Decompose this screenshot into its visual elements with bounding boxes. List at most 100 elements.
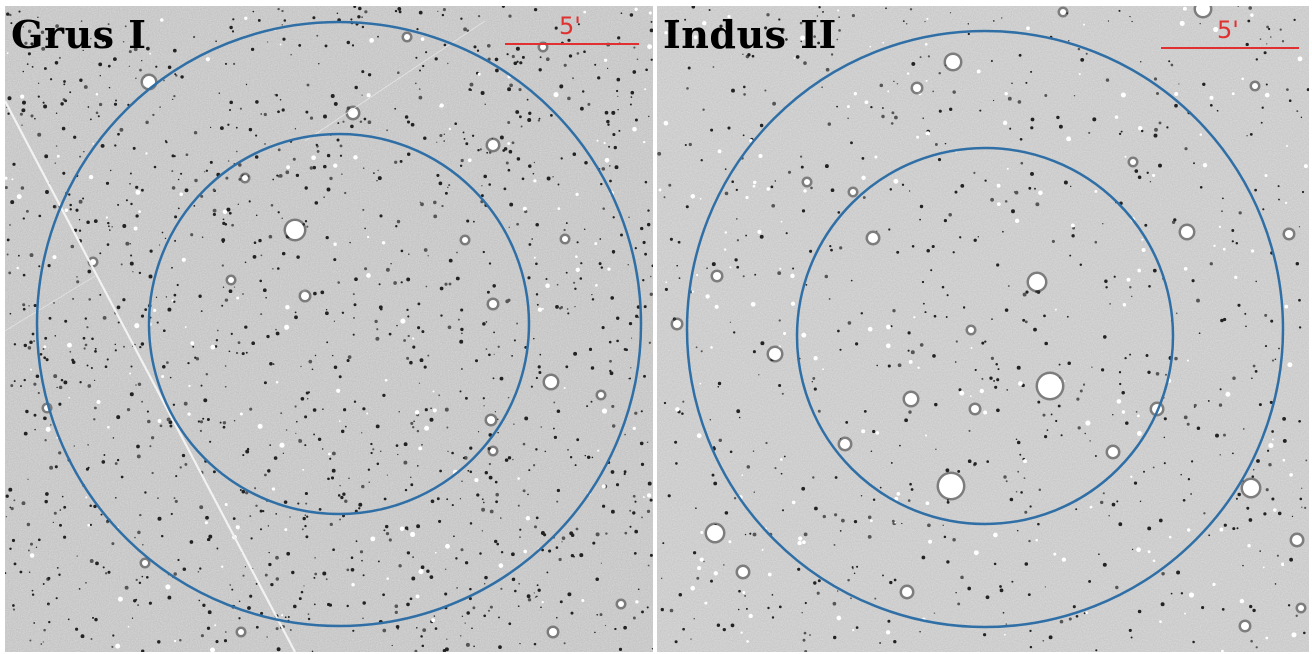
outer-circle <box>35 20 643 628</box>
dark-speck <box>511 552 515 557</box>
dark-speck <box>744 533 747 536</box>
dark-speck <box>386 129 388 132</box>
dark-speck <box>333 258 337 262</box>
dark-speck <box>781 509 785 512</box>
faint-star <box>432 390 435 393</box>
faint-star <box>916 135 920 139</box>
bright-star <box>1252 83 1258 89</box>
dark-speck <box>495 492 499 497</box>
dark-speck <box>384 524 389 529</box>
dark-speck <box>199 505 204 510</box>
dark-speck <box>173 300 176 304</box>
faint-star <box>1220 649 1224 652</box>
dark-speck <box>200 634 204 638</box>
dark-speck <box>128 50 132 54</box>
dark-speck <box>1033 327 1037 332</box>
dark-speck <box>650 58 653 61</box>
dark-speck <box>1102 562 1107 567</box>
dark-speck <box>887 619 891 623</box>
faint-star <box>875 431 880 435</box>
dark-speck <box>1020 161 1024 165</box>
faint-star <box>675 407 680 412</box>
faint-star <box>1018 381 1023 386</box>
dark-speck <box>101 39 105 43</box>
faint-star <box>67 342 72 348</box>
faint-star <box>996 202 1001 207</box>
dark-speck <box>678 277 681 279</box>
dark-speck <box>105 44 110 48</box>
dark-speck <box>1191 279 1195 283</box>
dark-speck <box>588 347 593 351</box>
dark-speck <box>556 488 561 493</box>
dark-speck <box>329 176 333 181</box>
dark-speck <box>239 107 242 110</box>
dark-speck <box>735 188 738 192</box>
dark-speck <box>996 378 1000 382</box>
dark-speck <box>926 249 930 253</box>
dark-speck <box>711 473 715 477</box>
dark-speck <box>1154 127 1158 132</box>
faint-star <box>553 92 559 98</box>
dark-speck <box>117 321 120 324</box>
faint-star <box>837 9 840 12</box>
dark-speck <box>462 131 465 134</box>
dark-speck <box>1282 438 1287 443</box>
dark-speck <box>103 454 106 456</box>
faint-star <box>187 412 191 416</box>
faint-star <box>699 557 704 562</box>
dark-speck <box>479 148 482 151</box>
faint-star <box>1179 20 1185 26</box>
dark-speck <box>483 614 487 618</box>
dark-speck <box>1019 453 1022 456</box>
dark-speck <box>612 251 615 254</box>
dark-speck <box>910 350 915 355</box>
dark-speck <box>480 194 484 198</box>
faint-star <box>1174 92 1179 96</box>
dark-speck <box>737 608 740 611</box>
bright-star <box>490 448 496 454</box>
dark-speck <box>1301 506 1303 508</box>
faint-star <box>601 408 608 414</box>
faint-star <box>133 226 138 231</box>
faint-star <box>311 155 316 161</box>
dark-speck <box>215 40 217 43</box>
dark-speck <box>628 216 630 218</box>
dark-speck <box>1237 6 1239 7</box>
dark-speck <box>832 635 837 640</box>
dark-speck <box>1303 631 1306 635</box>
dark-speck <box>235 150 238 153</box>
faint-star <box>279 442 285 448</box>
dark-speck <box>498 645 502 649</box>
dark-speck <box>646 222 651 227</box>
dark-speck <box>556 409 561 413</box>
dark-speck <box>703 560 705 563</box>
dark-speck <box>304 514 306 516</box>
faint-star <box>474 478 479 483</box>
dark-speck <box>139 345 142 349</box>
dark-speck <box>412 556 414 558</box>
dark-speck <box>6 238 10 242</box>
dark-speck <box>909 8 913 11</box>
dark-speck <box>362 574 365 577</box>
faint-star <box>1004 91 1008 96</box>
dark-speck <box>1248 518 1253 522</box>
dark-speck <box>174 499 178 503</box>
dark-speck <box>611 404 615 408</box>
dark-speck <box>746 465 751 469</box>
dark-speck <box>553 401 556 404</box>
dark-speck <box>1265 488 1269 492</box>
dark-speck <box>1219 454 1221 456</box>
dark-speck <box>41 46 46 51</box>
dark-speck <box>1109 303 1111 305</box>
dark-speck <box>731 88 735 93</box>
dark-speck <box>861 157 865 160</box>
dark-speck <box>649 498 653 502</box>
dark-speck <box>313 576 316 579</box>
dark-speck <box>531 238 534 240</box>
dark-speck <box>879 642 882 644</box>
dark-speck <box>424 408 428 412</box>
dark-speck <box>1246 135 1248 137</box>
dark-speck <box>33 303 37 308</box>
dark-speck <box>1201 606 1205 610</box>
faint-star <box>691 290 694 293</box>
